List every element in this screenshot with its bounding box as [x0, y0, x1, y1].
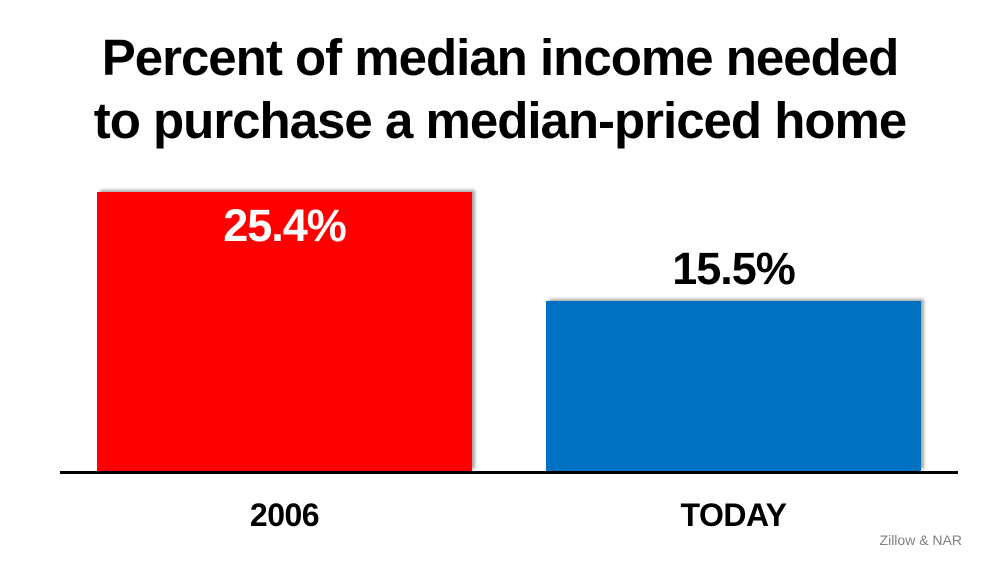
bar-today: [546, 300, 921, 471]
chart-title: Percent of median income needed to purch…: [0, 26, 1000, 152]
bar-2006: [97, 191, 472, 471]
chart-title-line-2: to purchase a median-priced home: [93, 92, 908, 149]
chart-title-line-1: Percent of median income needed: [101, 29, 900, 86]
category-label-today: TODAY: [680, 497, 787, 533]
value-label-2006: 25.4%: [223, 199, 347, 251]
x-axis-line: [60, 471, 958, 474]
category-label-2006: 2006: [249, 497, 320, 533]
value-label-today: 15.5%: [672, 242, 796, 294]
source-attribution: Zillow & NAR: [879, 532, 962, 548]
